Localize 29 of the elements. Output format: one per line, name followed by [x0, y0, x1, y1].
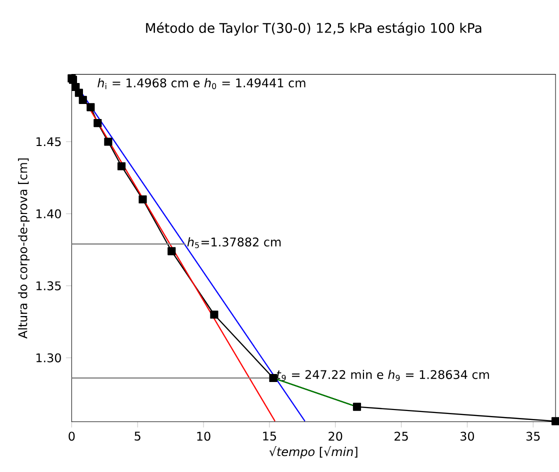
x-tick-label: 5 [134, 432, 140, 441]
point [86, 103, 95, 112]
chart-title: Método de Taylor T(30-0) 12,5 kPa estágio 100 kPa [146, 22, 482, 36]
y-tick-label: 1.45 [36, 138, 61, 146]
point [74, 88, 83, 98]
x-tick-label: 35 [526, 432, 540, 441]
y-axis-title: Altura do corpo-de-prova [cm] [18, 158, 30, 339]
x-tick-label: 25 [394, 432, 408, 441]
point [210, 310, 218, 319]
x-axis-title: √tempo [√min] [269, 446, 358, 459]
x-tick-label: 10 [197, 432, 210, 441]
point [94, 119, 102, 128]
annotation: t$_{9}$ = 247.22 min e h$_{9}$ = 1.28634 cm [276, 370, 489, 382]
point [352, 402, 362, 412]
annotation: h$_{5}$=1.37882 cm [187, 237, 281, 248]
point [78, 96, 87, 104]
y-tick-label: 1.35 [36, 281, 61, 291]
annotation: h$_{i}$ = 1.4968 cm e h$_{0}$ = 1.49441 cm [98, 78, 306, 90]
x-tick-label: 15 [263, 432, 276, 441]
point [117, 162, 126, 170]
point [269, 374, 278, 382]
y-tick-label: 1.30 [36, 354, 61, 363]
x-tick-label: 0 [68, 432, 75, 441]
point [168, 247, 176, 256]
x-tick-label: 20 [328, 432, 342, 441]
point [138, 196, 147, 204]
x-tick-label: 30 [460, 432, 474, 441]
point [104, 138, 112, 146]
y-tick-label: 1.40 [36, 209, 61, 218]
